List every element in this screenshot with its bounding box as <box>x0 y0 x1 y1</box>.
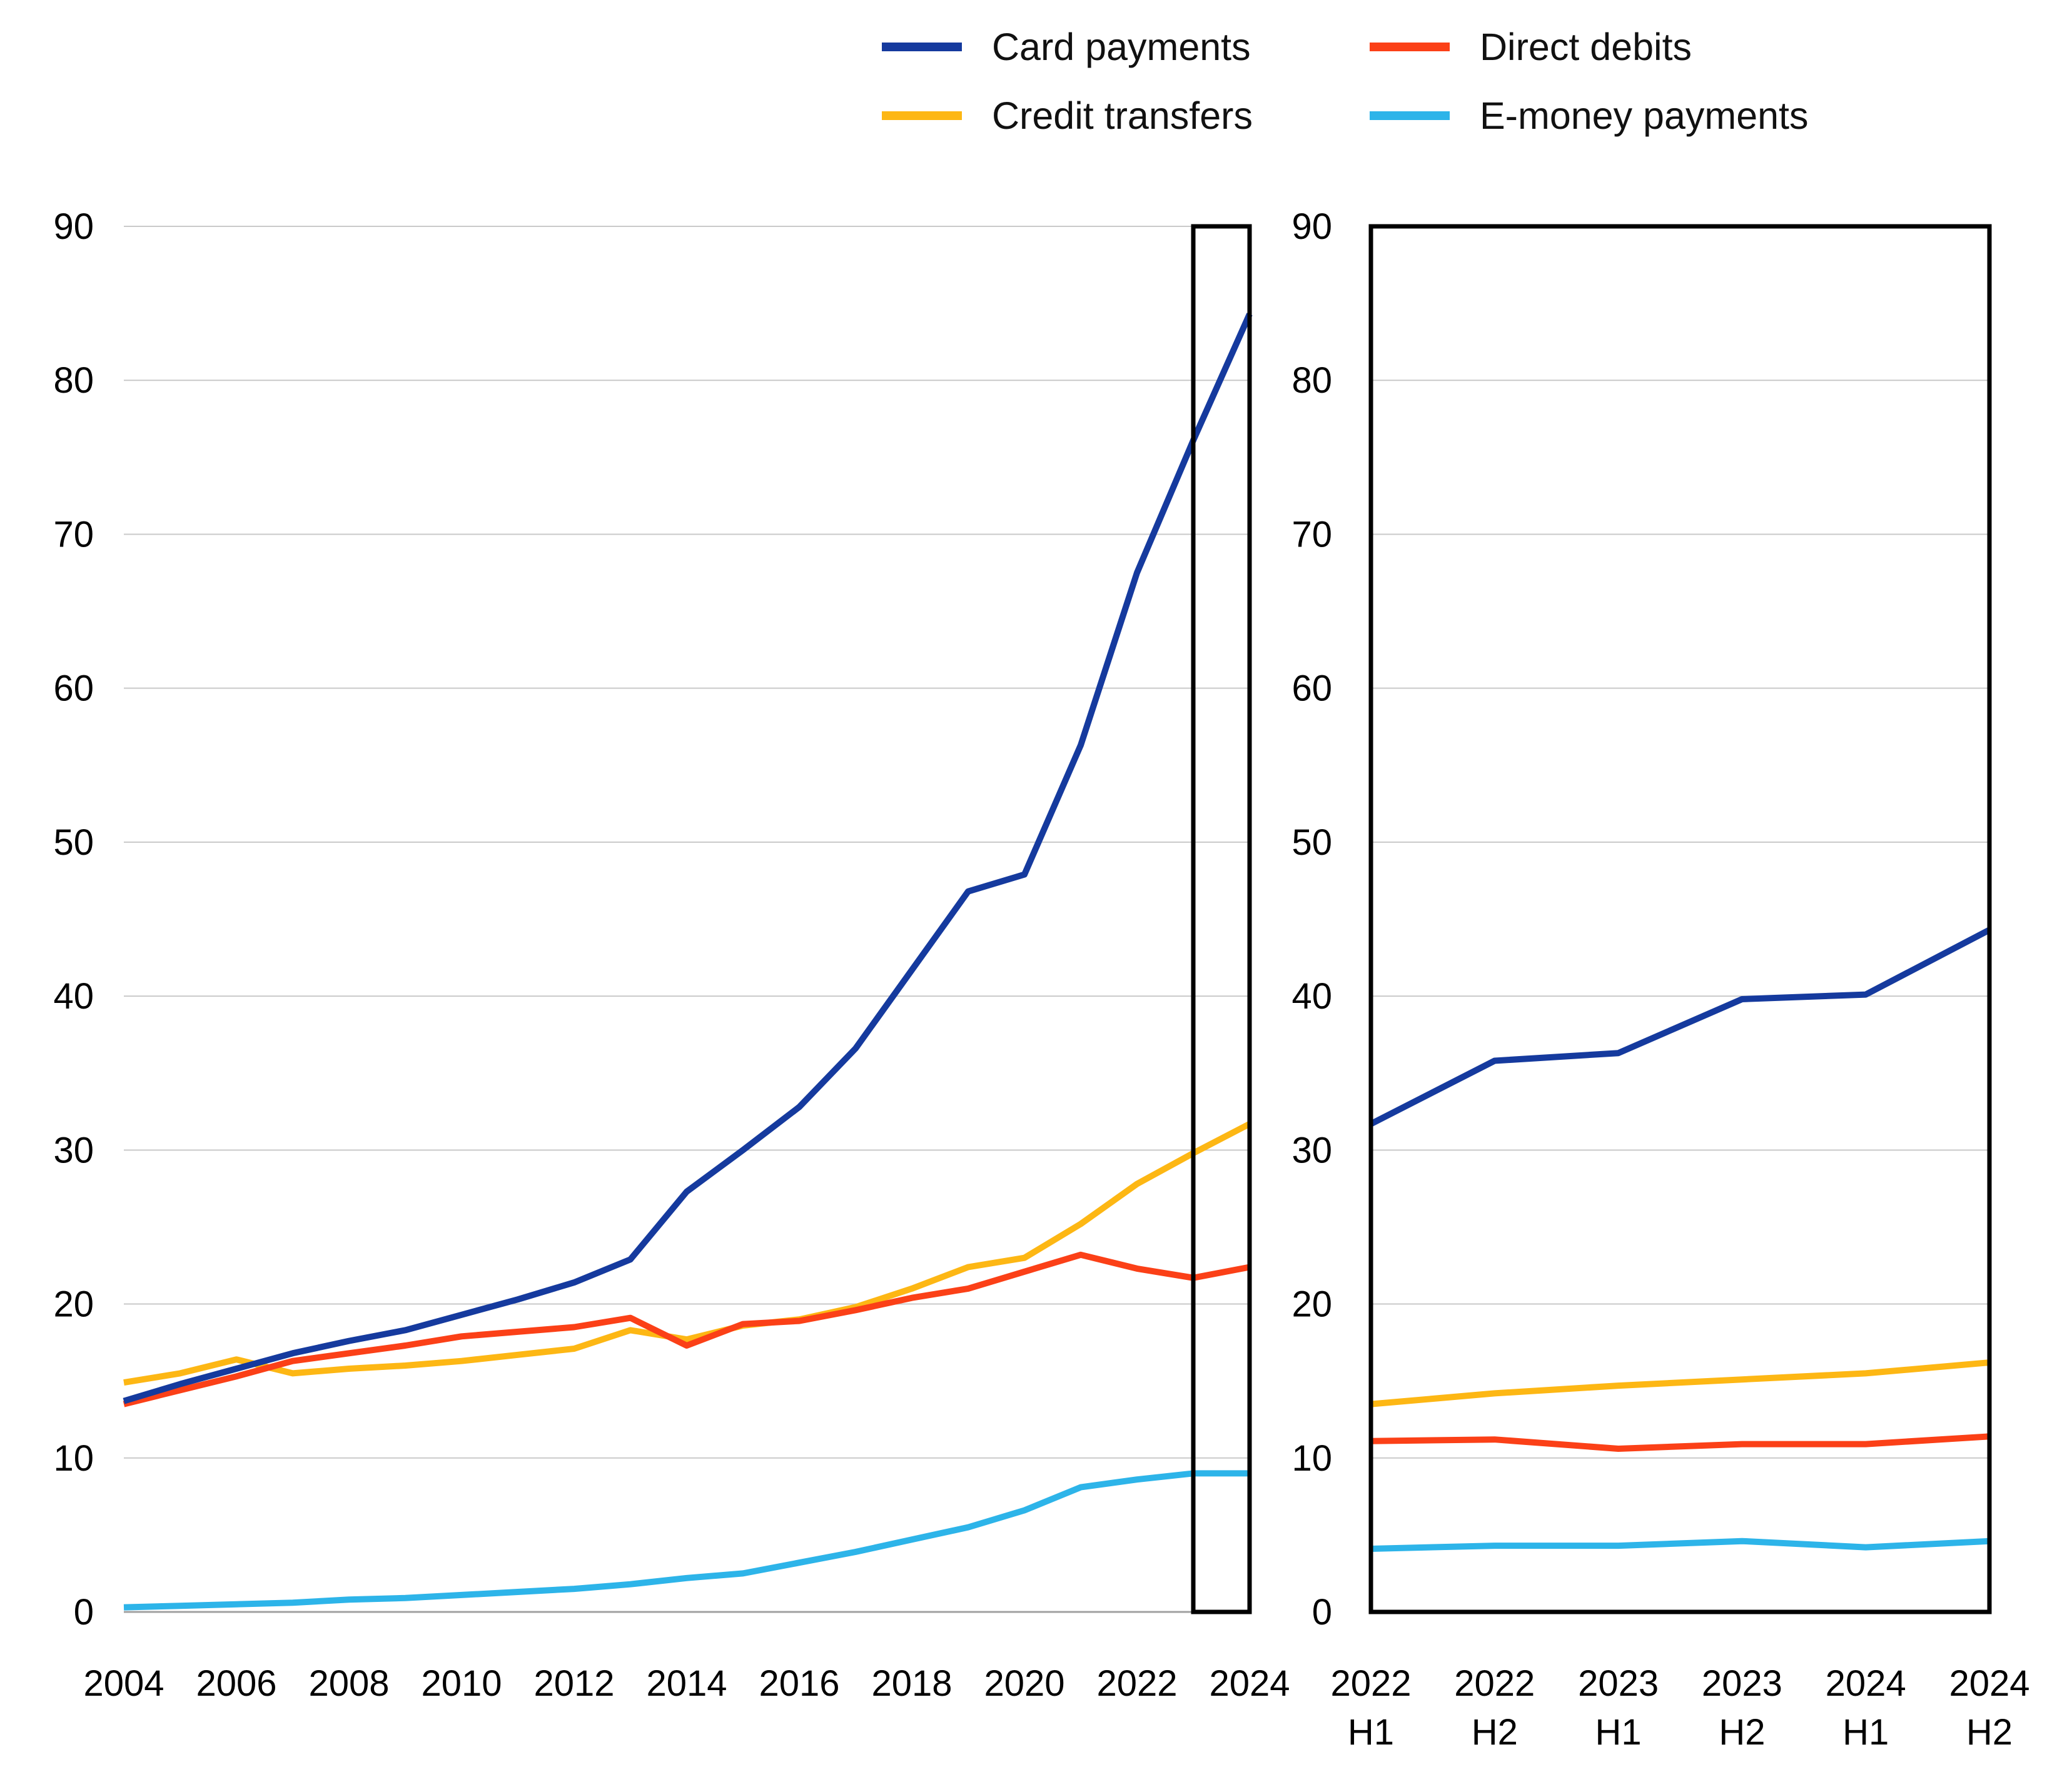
credit-transfers-line-swatch-icon <box>882 111 962 120</box>
svg-text:H1: H1 <box>1842 1712 1889 1753</box>
svg-text:0: 0 <box>1312 1592 1332 1633</box>
svg-text:2023: 2023 <box>1702 1663 1782 1704</box>
svg-text:2020: 2020 <box>984 1663 1064 1704</box>
svg-text:70: 70 <box>53 514 94 555</box>
legend-item-credit-transfers: Credit transfers <box>882 94 1253 138</box>
direct-debits-line-swatch-icon <box>1370 43 1450 51</box>
svg-text:0: 0 <box>74 1592 94 1633</box>
svg-text:90: 90 <box>1291 206 1332 247</box>
right-chart-y-axis-labels: 0 10 20 30 40 50 60 70 80 90 <box>1291 206 1332 1633</box>
left-chart-gridlines <box>124 226 1250 1613</box>
legend-label: Direct debits <box>1480 26 1692 68</box>
svg-text:H1: H1 <box>1595 1712 1642 1753</box>
svg-text:80: 80 <box>1291 360 1332 401</box>
right-chart-frame <box>1368 224 1992 1614</box>
right-chart-line-emoney <box>1370 1538 1990 1552</box>
svg-text:60: 60 <box>53 668 94 709</box>
right-chart-gridlines <box>1371 380 1989 1459</box>
svg-text:80: 80 <box>53 360 94 401</box>
svg-text:20: 20 <box>1291 1284 1332 1325</box>
right-chart-x-axis-labels: 2022 H1 2022 H2 2023 H1 2023 H2 2024 H1 2024 H2 <box>1330 1663 2029 1753</box>
svg-text:10: 10 <box>53 1438 94 1479</box>
right-chart-line-credit <box>1370 1359 1990 1407</box>
legend-item-emoney-payments: E-money payments <box>1370 94 1809 138</box>
svg-text:2008: 2008 <box>308 1663 389 1704</box>
highlight-zoom-box <box>1191 224 1252 1614</box>
legend-item-card-payments: Card payments <box>882 25 1251 69</box>
card-payments-line-swatch-icon <box>882 43 962 51</box>
svg-text:2022: 2022 <box>1096 1663 1177 1704</box>
svg-text:2024: 2024 <box>1826 1663 1906 1704</box>
emoney-payments-line-swatch-icon <box>1370 111 1450 120</box>
svg-text:2014: 2014 <box>646 1663 727 1704</box>
svg-text:40: 40 <box>1291 976 1332 1017</box>
svg-text:H2: H2 <box>1472 1712 1518 1753</box>
svg-text:70: 70 <box>1291 514 1332 555</box>
legend-item-direct-debits: Direct debits <box>1370 25 1692 69</box>
svg-text:H2: H2 <box>1966 1712 2013 1753</box>
svg-text:2006: 2006 <box>196 1663 276 1704</box>
svg-text:50: 50 <box>1291 822 1332 863</box>
svg-text:2023: 2023 <box>1578 1663 1659 1704</box>
svg-text:2016: 2016 <box>759 1663 839 1704</box>
left-chart-line-credit <box>123 1121 1251 1386</box>
left-chart-line-emoney <box>123 1470 1250 1611</box>
svg-text:2022: 2022 <box>1330 1663 1411 1704</box>
legend-label: Card payments <box>992 26 1251 68</box>
svg-text:30: 30 <box>1291 1130 1332 1170</box>
legend-label: E-money payments <box>1480 94 1809 137</box>
svg-text:2018: 2018 <box>871 1663 952 1704</box>
svg-text:2010: 2010 <box>421 1663 502 1704</box>
legend-label: Credit transfers <box>992 94 1253 137</box>
svg-text:90: 90 <box>53 206 94 247</box>
svg-text:2022: 2022 <box>1454 1663 1535 1704</box>
right-chart-line-debit <box>1370 1433 1990 1452</box>
svg-text:H2: H2 <box>1719 1712 1765 1753</box>
svg-text:10: 10 <box>1291 1438 1332 1479</box>
left-chart-line-debit <box>123 1251 1250 1407</box>
left-chart-y-axis-labels: 0 10 20 30 40 50 60 70 80 90 <box>53 206 94 1633</box>
svg-text:50: 50 <box>53 822 94 863</box>
left-chart-line-card <box>123 313 1253 1404</box>
svg-text:2012: 2012 <box>533 1663 614 1704</box>
svg-text:H1: H1 <box>1348 1712 1394 1753</box>
svg-text:2024: 2024 <box>1949 1663 2029 1704</box>
svg-text:60: 60 <box>1291 668 1332 709</box>
left-chart-x-axis-labels: 2004 2006 2008 2010 2012 2014 2016 2018 2020 2022… <box>83 1663 1290 1704</box>
svg-text:20: 20 <box>53 1284 94 1325</box>
svg-text:2024: 2024 <box>1209 1663 1290 1704</box>
right-chart-line-card <box>1369 927 1991 1127</box>
svg-text:40: 40 <box>53 976 94 1017</box>
svg-text:2004: 2004 <box>83 1663 164 1704</box>
svg-text:30: 30 <box>53 1130 94 1170</box>
